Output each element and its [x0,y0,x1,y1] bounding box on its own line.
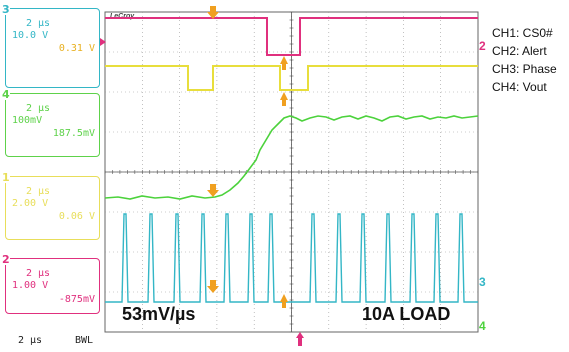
channel-1-time: 2 µs [26,186,51,197]
cursor-arrow-ch3 [207,280,219,293]
legend-ch4: CH4: Vout [492,80,547,94]
ch4-right-marker: 4 [479,319,486,333]
channel-3-time: 2 µs [26,18,51,29]
channel-3-volts: 10.0 V [12,30,49,41]
cursor-arrow-top [207,6,219,19]
channel-2-volts: 1.00 V [12,280,49,291]
channel-4-number: 4 [2,88,10,101]
channel-3-offset: 0.31 V [58,43,95,54]
bandwidth-limit-indicator: BWL [75,335,94,346]
ch2-right-marker: 2 [479,39,486,53]
channel-1-settings[interactable]: 1 2 µs 2.00 V 0.06 V [2,172,100,240]
legend-ch1: CH1: CS0# [492,26,553,40]
channel-4-settings[interactable]: 4 2 µs 100mV 187.5mV [2,89,100,157]
cursor-markers [207,6,288,308]
channel-1-offset: 0.06 V [58,211,95,222]
ch2-left-marker [100,38,106,46]
timebase-readout: 2 µs [18,335,43,346]
cursor-arrow-ch2 [280,56,288,70]
ch4-trace [104,115,479,200]
cursor-arrow-ch4 [207,184,219,197]
slew-rate-annotation: 53mV/µs [122,304,195,324]
legend-ch3: CH3: Phase [492,62,557,76]
channel-4-offset: 187.5mV [52,128,95,139]
ch3-right-marker: 3 [479,275,486,289]
legend-ch2: CH2: Alert [492,44,547,58]
graticule [104,11,479,333]
channel-3-settings[interactable]: 3 2 µs 10.0 V 0.31 V [2,4,100,88]
channel-1-number: 1 [2,171,10,184]
channel-2-offset: -875mV [58,294,95,305]
cursor-arrow-ch1 [280,92,288,106]
channel-2-settings[interactable]: 2 2 µs 1.00 V -875mV [2,254,100,314]
trigger-position-marker [296,332,304,346]
channel-2-number: 2 [2,253,10,266]
channel-2-time: 2 µs [26,268,51,279]
channel-3-number: 3 [2,3,10,16]
channel-legend: CH1: CS0# CH2: Alert CH3: Phase CH4: Vou… [492,24,557,96]
ch3-trace [105,213,478,303]
ch1-trace [105,65,478,91]
cursor-arrow-bottom [280,294,288,308]
channel-4-volts: 100mV [12,115,43,126]
channel-1-volts: 2.00 V [12,198,49,209]
brand-logo: LeCroy [110,13,135,20]
ch2-trace [105,17,478,56]
channel-4-time: 2 µs [26,103,51,114]
load-annotation: 10A LOAD [362,304,450,324]
